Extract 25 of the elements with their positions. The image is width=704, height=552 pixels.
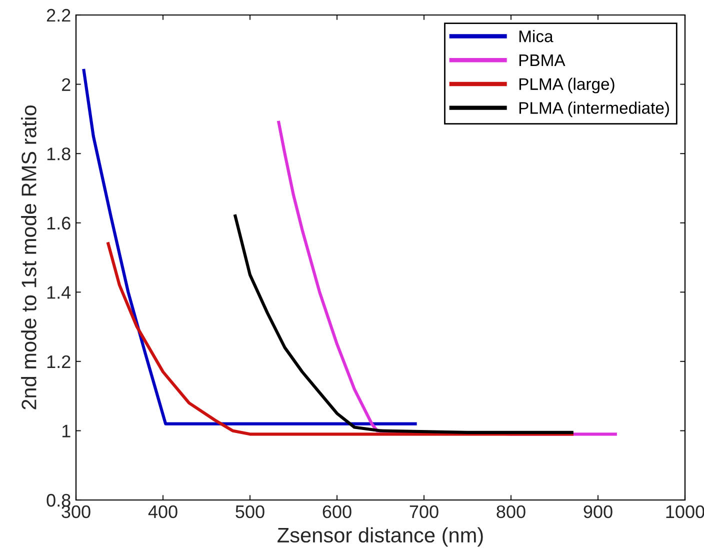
y-tick-label: 1.8 — [47, 148, 70, 160]
legend-label: PLMA (intermediate) — [519, 102, 669, 118]
x-tick-label: 800 — [496, 505, 526, 518]
y-axis-title: 2nd mode to 1st mode RMS ratio — [21, 106, 36, 410]
x-tick-label: 300 — [62, 505, 90, 518]
y-tick-label: 1.2 — [47, 355, 70, 368]
y-tick-label: 2 — [62, 78, 70, 91]
y-tick-label: 0.8 — [46, 494, 70, 507]
x-tick-label: 400 — [148, 505, 178, 518]
y-tick-label: 1.6 — [47, 216, 70, 230]
x-tick-label: 600 — [322, 505, 352, 518]
x-tick-label: 1000 — [666, 505, 704, 518]
legend-label: Mica — [519, 30, 554, 42]
y-tick-label: 1 — [62, 424, 70, 438]
x-tick-label: 500 — [236, 505, 264, 518]
x-tick-label: 700 — [410, 505, 438, 518]
line-series — [82, 68, 417, 426]
line-series — [234, 214, 574, 434]
x-tick-label: 900 — [584, 505, 612, 518]
y-tick-label: 1.4 — [47, 286, 71, 299]
legend-label: PBMA — [519, 54, 566, 66]
line-series — [106, 242, 574, 436]
y-tick-label: 2.2 — [46, 8, 70, 22]
legend-label: PLMA (large) — [519, 78, 614, 94]
x-axis-title: Zsensor distance (nm) — [278, 527, 483, 547]
